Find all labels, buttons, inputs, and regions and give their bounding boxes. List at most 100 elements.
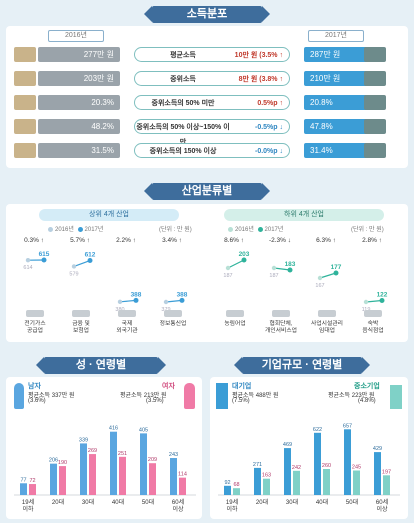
calculator-icon xyxy=(364,119,386,134)
category-label: 금융 및 xyxy=(72,320,90,327)
industry-icon xyxy=(364,310,382,317)
bar-value-label: 245 xyxy=(352,465,361,471)
value-2017: 210만 원 xyxy=(304,71,370,86)
bar-series-b xyxy=(233,488,240,495)
bar-series-a xyxy=(344,429,351,495)
metric-change: -0.5%p ↓ xyxy=(255,120,283,135)
female-label: 여자 xyxy=(162,383,175,390)
industry-icon xyxy=(26,310,44,317)
metric-label: 중위소득의 50% 이상~150% 이만 xyxy=(136,124,230,146)
income-title: 소득분포 xyxy=(144,6,270,23)
bar-series-b xyxy=(119,456,126,495)
slope-line xyxy=(319,272,337,279)
point-2016 xyxy=(163,299,169,305)
age-label: 이상 xyxy=(172,505,184,513)
bar-value-label: 197 xyxy=(382,469,391,475)
industry-icon xyxy=(226,310,244,317)
value-2017-label: 122 xyxy=(377,292,388,299)
calculator-icon xyxy=(364,71,386,86)
male-icon xyxy=(14,383,24,409)
coin-icon xyxy=(14,47,36,62)
female-icon xyxy=(184,383,195,409)
size-age-card: 대기업 평균소득 488만 원 (7.5%) 중소기업 평균소득 223만 원 … xyxy=(210,377,408,519)
bar-value-label: 242 xyxy=(292,465,301,471)
category-label: 개인서비스업 xyxy=(265,326,297,334)
arrow-down-icon: ↓ xyxy=(279,148,284,155)
category-label: 정보통신업 xyxy=(160,319,187,327)
bar-value-label: 92 xyxy=(224,480,230,486)
calculator-icon xyxy=(364,95,386,110)
value-2017-label: 612 xyxy=(85,252,96,259)
income-metric: 평균소득 10만 원 (3.5% ↑ xyxy=(134,47,290,62)
value-2016-label: 187 xyxy=(269,273,278,279)
point-2016 xyxy=(25,257,31,263)
legend-2016-b: 2016년 xyxy=(235,227,254,233)
bar-series-a xyxy=(284,448,291,495)
bar-value-label: 260 xyxy=(322,463,331,469)
bar-series-a xyxy=(374,452,381,495)
bar-series-a xyxy=(314,432,321,495)
age-label: 50대 xyxy=(346,498,358,506)
industry-icon xyxy=(164,310,182,317)
legend-2016: 2016년 xyxy=(55,227,74,233)
metric-rate: 0.5%p xyxy=(257,100,278,107)
value-2016-label: 187 xyxy=(223,273,232,279)
metric-change: 8만 원 (3.8% ↑ xyxy=(239,72,283,87)
category-label: 외국기관 xyxy=(116,326,138,334)
age-label: 50대 xyxy=(142,498,154,506)
age-label: 이상 xyxy=(376,505,388,513)
income-metric: 중위소득의 150% 이상 -0.0%p ↓ xyxy=(134,143,290,158)
metric-rate: -0.0%p xyxy=(254,148,278,155)
metric-delta: 10만 원 xyxy=(234,52,258,59)
value-2016: 20.3% xyxy=(38,95,120,110)
slope-line xyxy=(73,259,91,267)
age-label: 60세 xyxy=(376,498,388,506)
point-2016 xyxy=(71,264,77,269)
female-change: (3.5%) xyxy=(146,398,164,404)
bar-series-b xyxy=(149,463,156,495)
calculator-icon xyxy=(364,47,386,62)
bar-value-label: 622 xyxy=(313,427,322,433)
bar-value-label: 251 xyxy=(118,451,127,457)
point-2017 xyxy=(333,270,339,276)
value-2017-label: 203 xyxy=(239,251,250,258)
point-2017 xyxy=(41,257,47,263)
income-metric: 중위소득 8만 원 (3.8% ↑ xyxy=(134,71,290,86)
metric-change: 0.5%p ↑ xyxy=(257,96,283,111)
bar-value-label: 469 xyxy=(283,442,292,448)
change-label: -2.3% ↓ xyxy=(269,237,291,244)
income-metric: 중위소득의 50% 이상~150% 이만 -0.5%p ↓ xyxy=(134,119,290,146)
value-2017: 31.4% xyxy=(304,143,370,158)
change-label: 2.8% ↑ xyxy=(362,237,382,244)
bar-series-a xyxy=(110,431,117,495)
bottom-industry-pill: 하위 4개 산업 xyxy=(224,209,384,221)
bar-value-label: 190 xyxy=(58,460,67,466)
metric-label: 중위소득의 150% 이상 xyxy=(149,148,217,155)
age-label: 20대 xyxy=(52,498,64,506)
change-label: 8.6% ↑ xyxy=(224,237,244,244)
top-unit: (단위 : 만 원) xyxy=(159,227,192,233)
metric-rate: (3.5% xyxy=(259,52,278,59)
age-label: 이하 xyxy=(226,505,238,513)
point-2017 xyxy=(179,297,185,303)
metric-change: 10만 원 (3.5% ↑ xyxy=(235,48,283,63)
point-2016 xyxy=(317,275,323,281)
age-label: 40대 xyxy=(316,498,328,506)
size-age-title: 기업규모 · 연령별 xyxy=(234,357,370,374)
value-2016-label: 380 xyxy=(115,307,124,313)
gender-age-title: 성 · 연령별 xyxy=(36,357,166,374)
change-label: 6.3% ↑ xyxy=(316,237,336,244)
bar-value-label: 77 xyxy=(20,477,26,483)
arrow-down-icon: ↓ xyxy=(279,124,284,131)
value-2017-label: 615 xyxy=(39,251,50,258)
bar-value-label: 209 xyxy=(148,457,157,463)
value-2016: 31.5% xyxy=(38,143,120,158)
point-2017 xyxy=(133,297,139,303)
bar-series-a xyxy=(224,485,231,495)
income-row: 48.2% 중위소득의 50% 이상~150% 이만 -0.5%p ↓ 47.8% xyxy=(14,119,406,146)
category-label: 사업시설관리 xyxy=(311,319,343,327)
small-building-icon xyxy=(390,385,402,409)
large-label: 대기업 xyxy=(232,383,252,390)
bar-value-label: 339 xyxy=(79,437,88,443)
